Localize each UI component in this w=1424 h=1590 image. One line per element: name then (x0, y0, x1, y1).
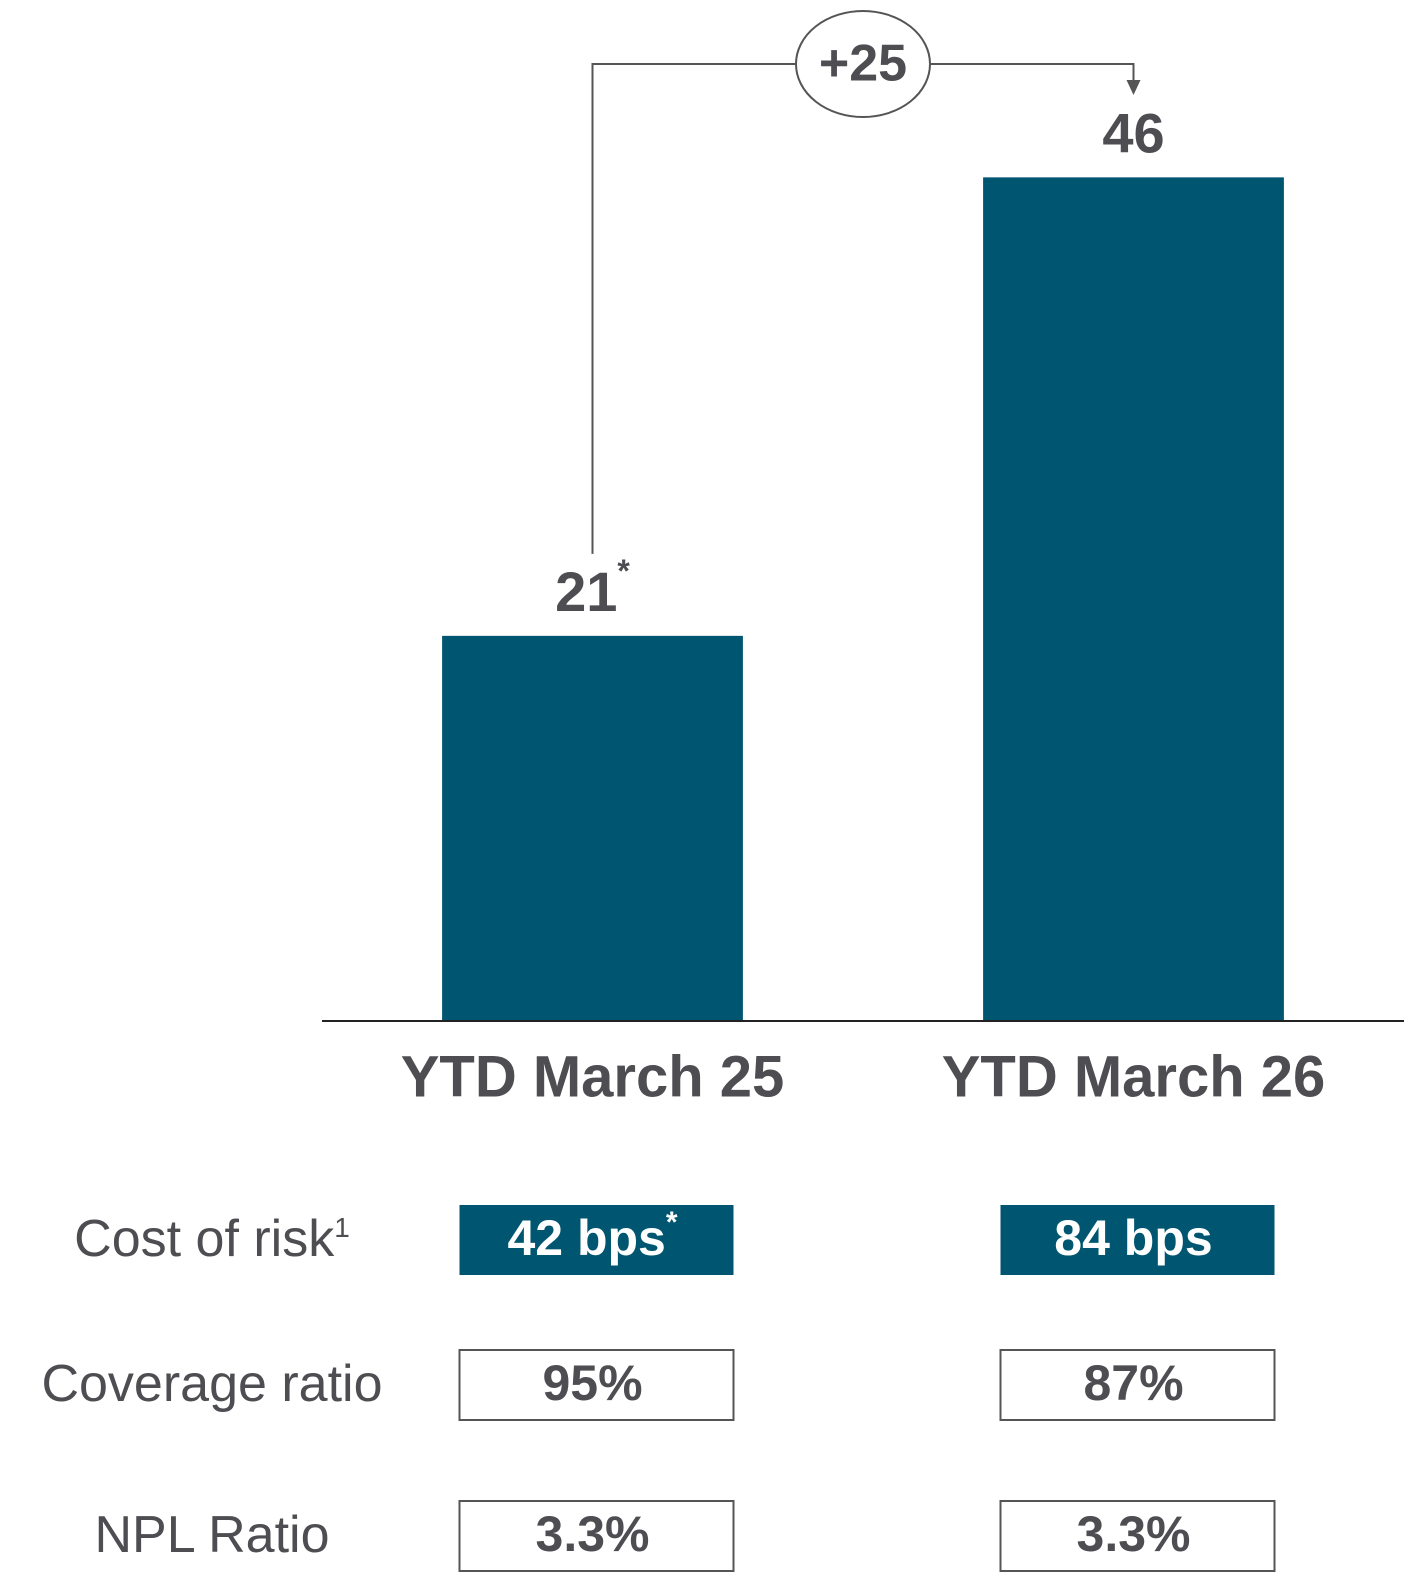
cell-note: * (666, 1206, 678, 1239)
row-label: NPL Ratio (94, 1506, 329, 1564)
row-label-text: Cost of risk (74, 1210, 335, 1268)
change-label: +25 (819, 35, 907, 93)
bracket-left (591, 63, 796, 554)
bracket-right (930, 63, 1135, 82)
cell-value: 3.3% (536, 1506, 650, 1562)
cell-value: 95% (542, 1355, 642, 1411)
row-label-note: 1 (334, 1212, 350, 1243)
bracket-arrow (1126, 80, 1141, 95)
row-label-text: Coverage ratio (41, 1355, 382, 1413)
cell-text: 95% (542, 1355, 642, 1411)
row-label: Cost of risk1 (74, 1210, 350, 1268)
x-tick-label: YTD March 26 (942, 1044, 1326, 1109)
table-cell (459, 1205, 734, 1275)
value-label-text: 46 (1102, 101, 1164, 164)
row-label: Coverage ratio (41, 1355, 382, 1413)
cell-value: 42 bps* (507, 1206, 677, 1266)
value-note: * (617, 553, 630, 589)
table-cell (1000, 1205, 1275, 1275)
x-tick-label: YTD March 25 (401, 1044, 785, 1109)
cell-value: 3.3% (1077, 1506, 1191, 1562)
table-cell (458, 1349, 735, 1421)
row-label-text: NPL Ratio (94, 1506, 329, 1564)
cell-value: 87% (1083, 1355, 1183, 1411)
cell-text: 3.3% (1077, 1506, 1191, 1562)
cell-text: 87% (1083, 1355, 1183, 1411)
bar (983, 177, 1284, 1022)
value-label: 21* (555, 553, 630, 622)
bar (442, 635, 743, 1021)
table-cell (458, 1500, 735, 1572)
value-label: 46 (1102, 101, 1164, 164)
table-cell (999, 1349, 1276, 1421)
cell-text: 3.3% (536, 1506, 650, 1562)
table-cell (999, 1500, 1276, 1572)
change-bubble (795, 10, 931, 118)
cell-text: 42 bps (507, 1210, 665, 1266)
cell-text: 84 bps (1054, 1210, 1212, 1266)
cell-value: 84 bps (1054, 1210, 1212, 1266)
value-label-text: 21 (555, 560, 617, 623)
